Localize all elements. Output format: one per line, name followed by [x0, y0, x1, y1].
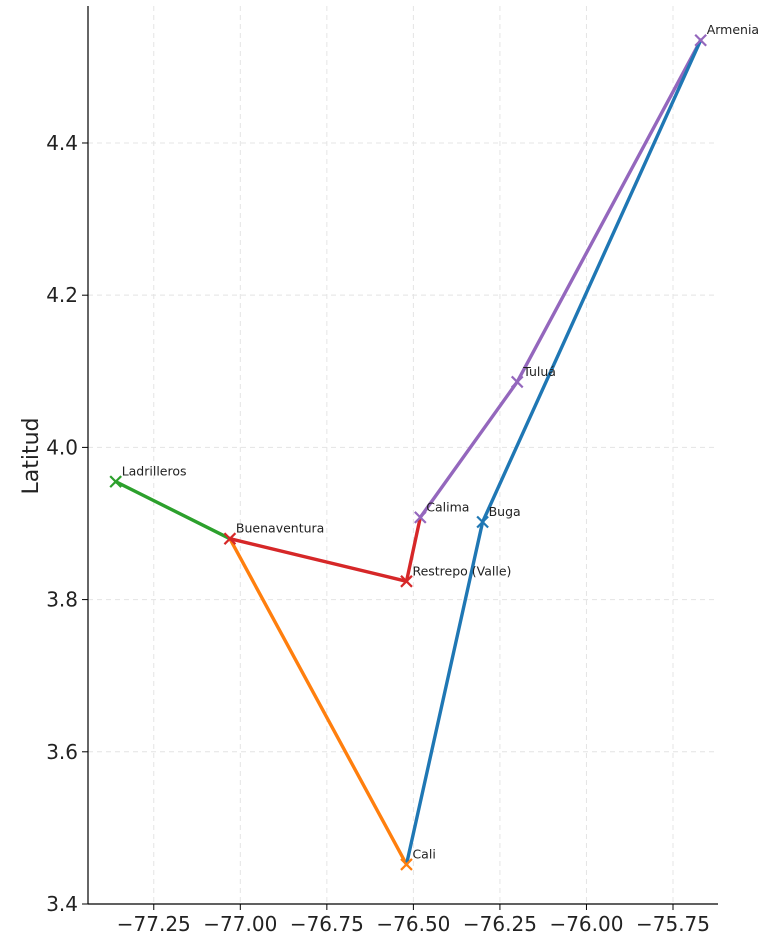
city-label: Calima: [426, 499, 469, 514]
x-tick-label: −76.50: [376, 912, 450, 933]
y-tick-label: 3.4: [46, 892, 78, 916]
x-tick-label: −75.75: [636, 912, 710, 933]
y-tick-label: 3.6: [46, 740, 78, 764]
city-label: Buenaventura: [236, 521, 324, 536]
city-label: Ladrilleros: [122, 464, 187, 479]
route-line-0: [113, 479, 232, 541]
route-line-4: [404, 38, 703, 867]
city-label: Armenia: [707, 22, 759, 37]
y-tick-label: 3.8: [46, 588, 78, 612]
city-marker: [510, 375, 524, 389]
y-axis-title: Latitud: [19, 417, 44, 494]
city-label: Tuluá: [522, 364, 556, 379]
city-marker: [476, 515, 489, 529]
city-label: Cali: [412, 846, 435, 861]
city-markers: [109, 33, 707, 871]
y-tick-label: 4.4: [46, 131, 78, 155]
city-marker: [400, 575, 413, 588]
x-tick-label: −76.25: [463, 912, 537, 933]
x-tick-label: −77.00: [203, 912, 277, 933]
city-marker: [694, 33, 707, 47]
y-tick-label: 4.0: [46, 435, 78, 459]
city-marker: [400, 858, 413, 871]
ticks: −77.25 −77.00 −76.75 −76.50 −76.25 −76.00 −75.…: [46, 131, 710, 933]
city-label: Restrepo (Valle): [412, 563, 511, 578]
x-tick-label: −76.00: [549, 912, 623, 933]
city-marker: [223, 532, 237, 545]
grid: [88, 6, 718, 905]
x-tick-label: −76.75: [290, 912, 364, 933]
city-marker: [109, 475, 122, 488]
y-tick-label: 4.2: [46, 283, 78, 307]
route-lines: [113, 38, 703, 867]
city-labels: Ladrilleros Buenaventura Cali Restrepo (Val…: [122, 22, 759, 861]
x-tick-label: −77.25: [117, 912, 191, 933]
route-line-3: [418, 38, 703, 520]
city-label: Buga: [489, 504, 521, 519]
axes: [87, 6, 718, 905]
route-line-1: [228, 537, 409, 867]
city-marker: [414, 511, 427, 524]
